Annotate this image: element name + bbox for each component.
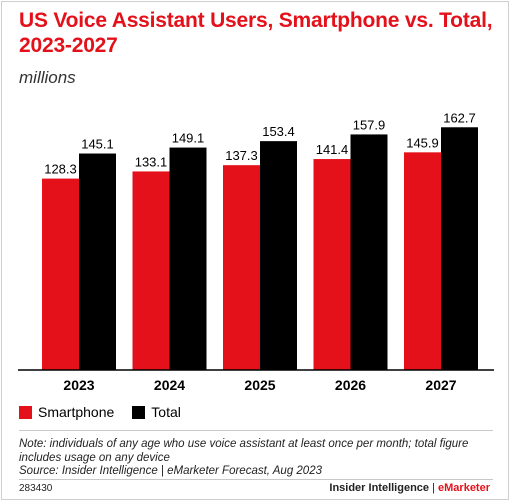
legend-label-total: Total	[151, 404, 181, 420]
bar-smartphone-2024	[132, 171, 170, 370]
data-label-total-2026: 157.9	[353, 117, 386, 132]
chart-title: US Voice Assistant Users, Smartphone vs.…	[19, 9, 493, 57]
data-label-total-2027: 162.7	[443, 110, 476, 125]
divider-bottom	[19, 479, 493, 480]
x-tick-labels: 2023 2024 2025 2026 2027	[63, 377, 456, 393]
brand-separator: |	[429, 482, 439, 494]
legend-swatch-total	[132, 405, 146, 419]
bar-total-2027	[441, 127, 478, 370]
brand-footer: Insider Intelligence | eMarketer	[329, 482, 490, 494]
data-label-smartphone-2027: 145.9	[406, 135, 439, 150]
bar-total-2026	[350, 134, 388, 370]
data-label-total-2024: 149.1	[172, 131, 205, 146]
data-label-total-2023: 145.1	[81, 137, 114, 152]
bar-smartphone-2027	[404, 152, 441, 370]
data-label-smartphone-2024: 133.1	[135, 154, 168, 169]
brand-name: Insider Intelligence	[329, 482, 430, 494]
chart-subtitle: millions	[19, 68, 76, 87]
chart-id: 283430	[19, 483, 53, 494]
data-label-smartphone-2026: 141.4	[316, 142, 349, 157]
bar-smartphone-2026	[313, 159, 351, 370]
legend: Smartphone Total	[19, 402, 199, 422]
bar-total-2025	[260, 141, 297, 370]
note-block: Note: individuals of any age who use voi…	[19, 438, 499, 479]
legend-swatch-smartphone	[19, 405, 32, 419]
source-text: Source: Insider Intelligence | eMarketer…	[19, 465, 322, 477]
data-label-smartphone-2023: 128.3	[44, 162, 77, 177]
x-tick-label-2027: 2027	[425, 377, 456, 393]
legend-item-total: Total	[132, 404, 181, 420]
bar-total-2024	[169, 147, 207, 370]
x-tick-label-2023: 2023	[63, 377, 94, 393]
bar-total-2023	[79, 153, 116, 370]
x-tick-label-2025: 2025	[244, 377, 275, 393]
legend-item-smartphone: Smartphone	[19, 404, 114, 420]
bar-chart: 128.3 145.1 133.1 149.1 137.3 153.4 141.4 157.9…	[18, 110, 494, 393]
data-label-smartphone-2025: 137.3	[225, 148, 258, 163]
legend-label-smartphone: Smartphone	[38, 404, 115, 420]
bar-smartphone-2025	[223, 165, 260, 370]
data-label-total-2025: 153.4	[262, 124, 295, 139]
brand-accent: eMarketer	[438, 482, 490, 494]
note-text: Note: individuals of any age who use voi…	[19, 438, 469, 464]
x-tick-label-2024: 2024	[154, 377, 185, 393]
divider-top	[19, 430, 493, 431]
x-tick-label-2026: 2026	[335, 377, 366, 393]
bars-group: 128.3 145.1 133.1 149.1 137.3 153.4 141.4 157.9…	[42, 110, 478, 370]
bar-smartphone-2023	[42, 178, 79, 370]
